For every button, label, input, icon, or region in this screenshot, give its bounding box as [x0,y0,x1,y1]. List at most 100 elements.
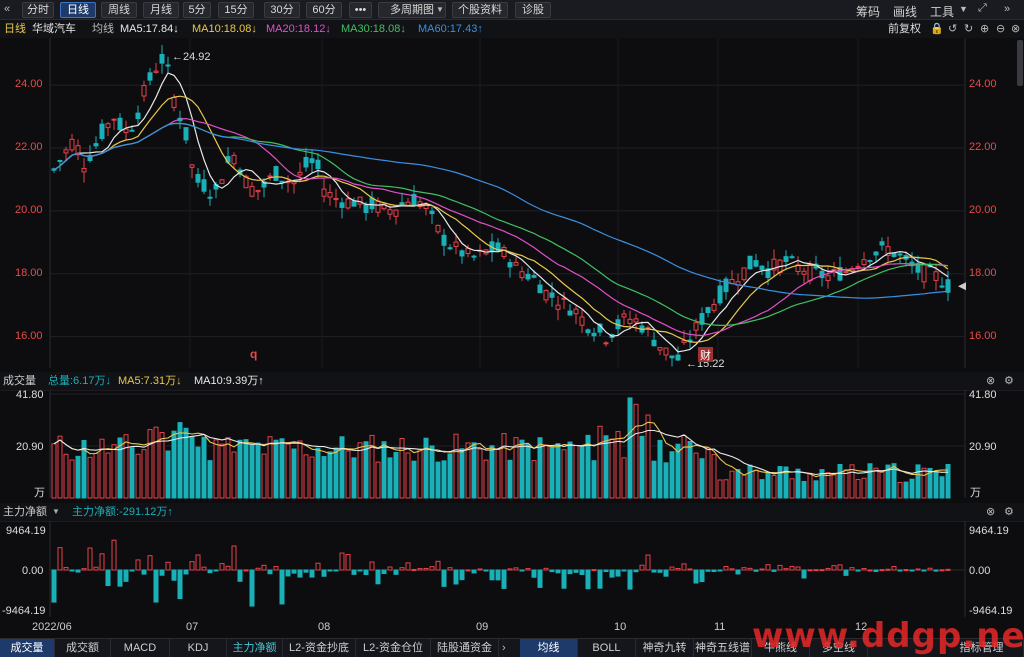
indicator-tab-3[interactable]: KDJ [170,639,227,657]
overlay-tab-5[interactable]: 多空线 [810,639,868,657]
candle [723,276,729,300]
candle [753,253,759,268]
tools-button[interactable]: 工具 [930,5,955,19]
marker-q[interactable]: q [250,347,257,361]
lock-icon[interactable]: 🔒 [930,23,944,35]
ma10-line [53,95,949,343]
close-panel-icon[interactable]: ⊗ [986,506,996,518]
redo-icon[interactable]: ↻ [964,23,974,35]
close-panel-icon[interactable]: ⊗ [986,375,996,387]
candle [627,310,633,327]
caret-down-icon[interactable]: ▼ [436,5,444,14]
volume-bar [213,439,219,499]
flow-title[interactable]: 主力净额 [3,506,47,518]
collapse-icon[interactable]: ⤢ [978,2,987,14]
flow-bar [855,569,861,572]
volume-bar [171,430,177,499]
volume-tick-right: 万 [970,487,981,499]
volume-bar [513,437,519,499]
ma-legend-row: 日线 华域汽车 均线 MA5:17.84↓ MA10:18.08↓ MA20:1… [0,20,1024,38]
tab-9[interactable]: 多周期图 [378,2,446,18]
zoom-out-icon[interactable]: ⊖ [996,23,1006,35]
volume-bar [651,460,657,499]
flow-bar [507,568,513,571]
flow-bar [309,569,315,578]
gear-icon[interactable]: ⚙ [1004,506,1014,518]
flow-chart[interactable]: 9464.19 9464.19 0.00 0.00 -9464.19 -9464.19 [0,521,1024,619]
indicator-tab-0[interactable]: 成交量 [0,639,55,657]
flow-bar [75,569,81,573]
indicator-tab-6[interactable]: L2-资金仓位 [356,639,431,657]
flow-bar [669,566,675,571]
close-icon[interactable]: ⊗ [1011,23,1021,35]
double-chevron-left-icon[interactable]: « [4,3,11,15]
volume-bar [933,471,939,499]
tab-3[interactable]: 月线 [143,2,179,18]
tab-0[interactable]: 分时 [22,2,54,18]
tab-5[interactable]: 15分 [218,2,254,18]
volume-bar [879,470,885,499]
volume-bar [837,464,843,499]
earnings-marker[interactable]: 财 [700,348,711,362]
volume-bar [285,443,291,499]
candle [117,113,123,133]
flow-bar [897,569,903,572]
volume-bar [129,447,135,499]
flow-bar [741,567,747,571]
indicator-tab-4[interactable]: 主力净额 [227,639,283,657]
volume-bar [843,469,849,499]
price-chart[interactable]: ←24.92 ←15.22 q 财 [0,38,1024,368]
scrollbar[interactable] [1017,40,1023,86]
tab-10[interactable]: 个股资料 [452,2,508,18]
caret-down-icon[interactable]: ▼ [52,507,60,516]
flow-bar [789,565,795,571]
zoom-in-icon[interactable]: ⊕ [980,23,990,35]
candle [327,184,333,206]
overlay-tab-4[interactable]: 牛熊线 [752,639,810,657]
flow-bar [357,569,363,572]
volume-bar [477,448,483,499]
draw-line-button[interactable]: 画线 [893,5,918,19]
double-chevron-right-icon[interactable]: » [1004,3,1011,15]
indicator-tab-2[interactable]: MACD [111,639,170,657]
overlay-tab-2[interactable]: 神奇九转 [636,639,694,657]
volume-bar [309,456,315,499]
indicator-tab-5[interactable]: L2-资金抄底 [283,639,356,657]
volume-bar [573,445,579,499]
gear-icon[interactable]: ⚙ [1004,375,1014,387]
candle [789,254,795,259]
tab-11[interactable]: 诊股 [515,2,551,18]
flow-bar [237,569,243,582]
overlay-tab-0[interactable]: 均线 [520,639,578,657]
candle [717,279,723,306]
volume-chart[interactable]: 41.80 41.80 20.90 20.90 万 万 [0,390,1024,500]
chips-button[interactable]: 筹码 [856,5,881,19]
overlay-tab-3[interactable]: 神奇五线谱 [694,639,752,657]
tab-7[interactable]: 60分 [306,2,342,18]
x-axis-label: 09 [476,621,489,633]
flow-bar [429,566,435,571]
flow-bar [375,569,381,585]
volume-bar [231,451,237,499]
tab-8[interactable]: ••• [349,2,372,18]
indicator-tab-1[interactable]: 成交额 [55,639,111,657]
indicator-tab-7[interactable]: 陆股通资金 [431,639,499,657]
ma-label[interactable]: 均线 [92,23,114,35]
flow-bar [87,547,93,571]
adjust-label[interactable]: 前复权 [888,23,921,35]
flow-bar [903,569,909,572]
candle [747,255,753,270]
tab-1[interactable]: 日线 [60,2,96,18]
candle [147,67,153,85]
undo-icon[interactable]: ↺ [948,23,958,35]
overlay-tab-1[interactable]: BOLL [578,639,636,657]
tab-4[interactable]: 5分 [183,2,211,18]
volume-bar [855,479,861,499]
tab-2[interactable]: 周线 [101,2,137,18]
candle [525,268,531,282]
volume-bar [801,480,807,499]
caret-down-icon[interactable]: ▼ [959,4,968,14]
chevron-right-icon[interactable]: › [502,642,506,654]
volume-bar [777,466,783,499]
tab-6[interactable]: 30分 [264,2,300,18]
